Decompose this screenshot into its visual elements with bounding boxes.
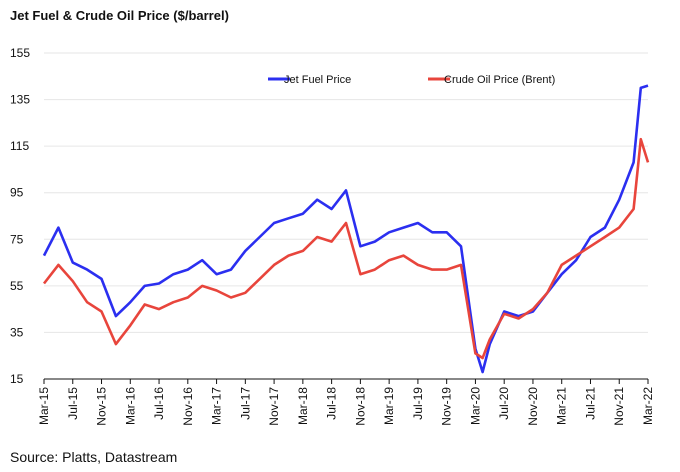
x-tick-label: Jul-19 [411,387,425,420]
source-note: Source: Platts, Datastream [10,449,178,465]
y-tick-label: 15 [10,372,24,386]
x-tick-label: Jul-21 [583,387,597,420]
y-tick-label: 135 [10,93,30,107]
x-tick-label: Jul-15 [66,387,80,420]
y-tick-label: 155 [10,46,30,60]
x-tick-label: Mar-18 [296,387,310,425]
jet-fuel-line [42,84,649,374]
x-tick-label: Mar-19 [382,387,396,425]
x-tick-label: Jul-20 [497,387,511,420]
x-tick-label: Jul-17 [238,387,252,420]
y-tick-label: 35 [10,325,24,339]
chart-title: Jet Fuel & Crude Oil Price ($/barrel) [10,8,229,23]
x-axis: Mar-15 Jul-15 Nov-15 Mar-16 Jul-16 Nov-16 Mar-… [37,378,655,426]
legend: Jet Fuel Price Crude Oil Price (Brent) [268,74,555,86]
x-tick-label: Jul-16 [152,387,166,420]
crude-oil-line [42,137,650,360]
x-tick-label: Nov-17 [267,387,281,426]
x-tick-label: Mar-20 [468,387,482,425]
x-tick-label: Nov-15 [95,387,109,426]
x-tick-label: Nov-19 [440,387,454,426]
legend-label: Jet Fuel Price [284,74,351,86]
x-tick-label: Mar-21 [555,387,569,425]
series-lines [42,84,650,374]
x-tick-label: Mar-15 [37,387,51,425]
y-axis: 15 35 55 75 95 115 135 155 [10,46,30,386]
y-tick-label: 75 [10,232,24,246]
x-tick-label: Nov-18 [353,387,367,426]
x-tick-label: Mar-16 [123,387,137,425]
x-tick-label: Nov-21 [612,387,626,426]
legend-label: Crude Oil Price (Brent) [444,74,555,86]
y-tick-label: 115 [10,139,29,153]
x-tick-label: Mar-17 [210,387,224,425]
y-tick-label: 55 [10,279,24,293]
y-tick-label: 95 [10,186,24,200]
x-tick-label: Jul-18 [325,387,339,420]
x-tick-label: Nov-20 [526,387,540,426]
x-tick-label: Nov-16 [181,387,195,426]
x-tick-label: Mar-22 [641,387,655,425]
